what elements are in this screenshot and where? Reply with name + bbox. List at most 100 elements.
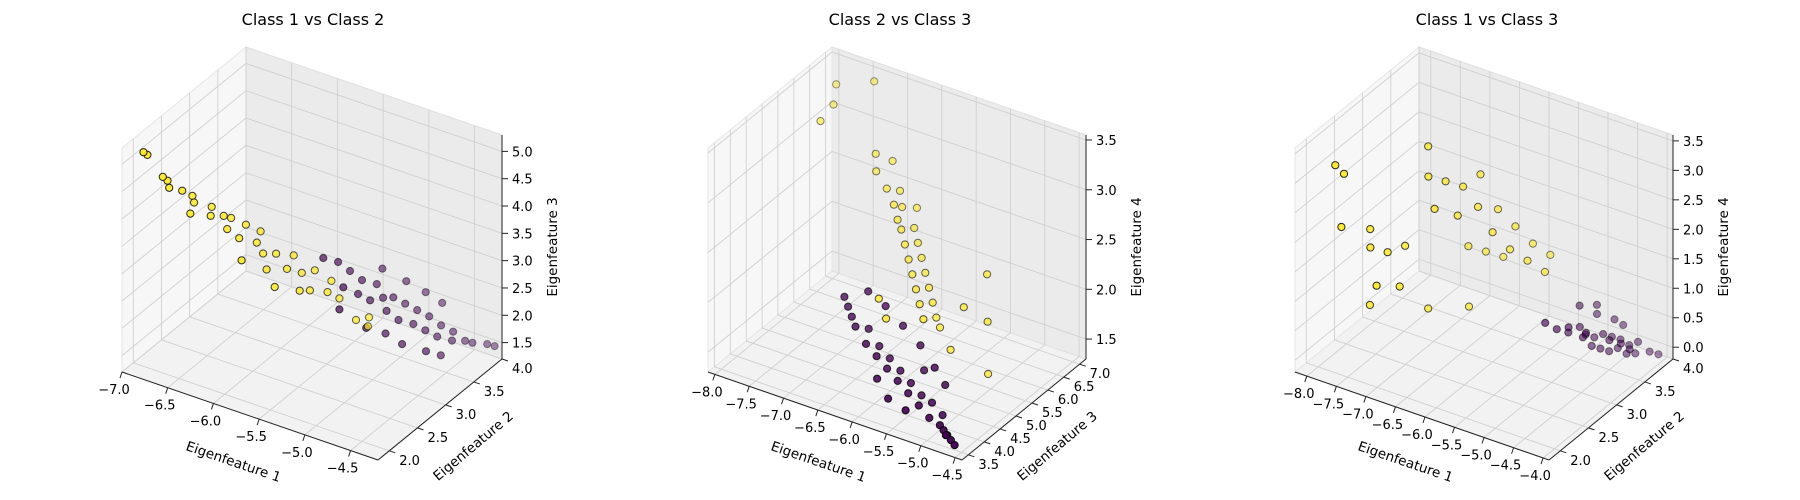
z-tick-label: 3.5 (1096, 134, 1117, 149)
y-tick-label: 6.0 (1058, 393, 1079, 408)
point-class-low (334, 257, 343, 267)
point-class-high (921, 268, 930, 277)
point-class-high (1511, 222, 1520, 231)
x-tick-mark (849, 421, 853, 429)
z-tick-label: 2.5 (512, 282, 533, 297)
z-gridline (121, 172, 503, 275)
point-class-high (1481, 247, 1491, 256)
x-tick-mark (1481, 437, 1485, 444)
x-tick-mark (1392, 406, 1396, 413)
point-class-high (946, 345, 955, 354)
subplot-2: −8.0−7.5−7.0−6.5−6.0−5.5−5.0−4.53.54.04.… (691, 10, 1145, 486)
point-class-low (1590, 333, 1599, 342)
x-tick-label: −7.0 (1342, 408, 1374, 423)
x-tick-mark (256, 418, 260, 426)
y-gridline (809, 65, 1064, 378)
point-class-high (832, 80, 841, 89)
x-tick-mark (712, 374, 716, 381)
point-class-low (394, 315, 403, 325)
point-class-low (884, 394, 893, 403)
x-tick-label: −4.0 (1519, 469, 1551, 484)
point-class-high (882, 184, 891, 193)
points-group (816, 77, 993, 450)
point-class-high (1337, 222, 1346, 232)
point-class-high (1505, 245, 1515, 254)
point-class-low (339, 283, 348, 292)
y-axis-line (1548, 358, 1674, 461)
point-class-high (1464, 242, 1473, 251)
x-tick-mark (1511, 447, 1515, 454)
x-tick-mark (302, 434, 306, 442)
point-class-high (919, 315, 928, 324)
point-class-low (883, 364, 892, 373)
z-axis-label: Eigenfeature 3 (545, 197, 561, 296)
point-class-high (913, 238, 923, 247)
point-class-high (207, 202, 216, 211)
point-class-high (1383, 248, 1392, 257)
point-class-high (1528, 239, 1538, 248)
z-gridline (707, 51, 1087, 154)
point-class-low (437, 321, 446, 330)
y-tick-label: 6.5 (1074, 380, 1095, 395)
point-class-high (924, 283, 934, 292)
point-class-low (449, 327, 458, 336)
point-class-high (1365, 300, 1375, 310)
y-tick-label: 4.5 (1010, 432, 1031, 447)
point-class-high (1473, 202, 1483, 211)
point-class-high (190, 198, 199, 207)
point-class-low (402, 277, 411, 286)
point-class-high (816, 117, 825, 126)
z-tick-label: 0.5 (1683, 312, 1704, 327)
point-class-high (882, 314, 891, 323)
point-class-high (900, 240, 910, 249)
z-tick-label: 2.0 (512, 309, 533, 324)
point-class-low (916, 341, 925, 350)
y-tick-mark (473, 381, 480, 385)
point-class-low (941, 380, 950, 390)
y-tick-mark (445, 404, 452, 408)
point-class-low (1564, 323, 1573, 332)
point-class-low (398, 340, 407, 349)
point-class-low (1575, 322, 1584, 332)
point-class-low (1610, 315, 1619, 324)
point-class-low (357, 276, 367, 285)
y-gridline (745, 116, 1001, 430)
point-class-low (1587, 341, 1596, 350)
point-class-high (139, 148, 148, 157)
point-class-high (241, 220, 250, 229)
point-class-low (873, 374, 882, 383)
point-class-low (844, 302, 853, 311)
x-tick-label: −8.0 (691, 385, 723, 400)
point-class-low (382, 306, 391, 315)
point-class-low (840, 292, 849, 301)
point-class-low (425, 312, 434, 321)
y-gridline (713, 142, 969, 456)
point-class-high (1366, 243, 1375, 252)
point-class-low (885, 354, 894, 363)
z-gridline (121, 90, 503, 193)
point-class-high (912, 203, 922, 212)
z-gridline (121, 199, 503, 302)
z-gridline (1294, 258, 1674, 361)
x-tick-label: −6.5 (794, 421, 826, 436)
point-class-low (938, 411, 947, 420)
point-class-low (354, 289, 363, 299)
z-gridline (1294, 229, 1674, 332)
point-class-low (1592, 309, 1602, 319)
x-tick-label: −5.5 (863, 445, 895, 460)
point-class-low (389, 293, 398, 302)
point-class-high (259, 249, 268, 258)
point-class-high (898, 202, 907, 212)
x-gridline (748, 61, 874, 387)
y-gridline (245, 47, 503, 360)
y-gridline (1305, 138, 1561, 452)
x-tick-mark (1304, 375, 1308, 383)
z-tick-label: 2.0 (1096, 283, 1117, 298)
x-tick-label: −5.5 (235, 430, 267, 445)
point-class-high (935, 323, 945, 332)
z-tick-label: 4.0 (512, 200, 533, 215)
point-class-low (904, 389, 913, 398)
point-class-high (1499, 252, 1508, 261)
x-gridline (954, 132, 1080, 458)
point-class-low (927, 398, 937, 407)
